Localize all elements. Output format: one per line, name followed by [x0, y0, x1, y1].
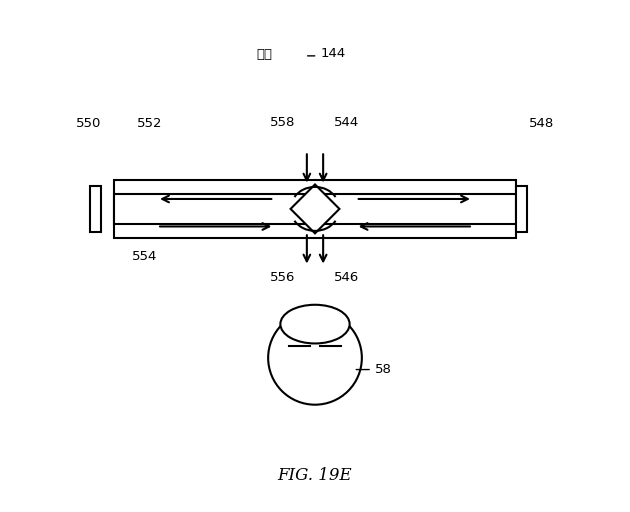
Text: 550: 550 — [76, 117, 101, 130]
Text: 554: 554 — [132, 249, 157, 263]
Text: 558: 558 — [270, 116, 295, 129]
Bar — [114, 194, 516, 224]
Text: 58: 58 — [375, 363, 391, 376]
Text: 144: 144 — [320, 47, 345, 60]
Text: 544: 544 — [335, 116, 360, 129]
Text: 世界: 世界 — [256, 48, 272, 61]
Bar — [114, 180, 516, 238]
Polygon shape — [290, 184, 340, 233]
Text: 548: 548 — [529, 117, 554, 130]
Bar — [516, 186, 527, 231]
Text: 556: 556 — [270, 271, 295, 284]
Text: 546: 546 — [335, 271, 360, 284]
Bar — [90, 186, 101, 231]
Text: FIG. 19E: FIG. 19E — [278, 467, 352, 484]
Text: 552: 552 — [137, 117, 163, 130]
Ellipse shape — [280, 305, 350, 344]
Circle shape — [268, 311, 362, 404]
